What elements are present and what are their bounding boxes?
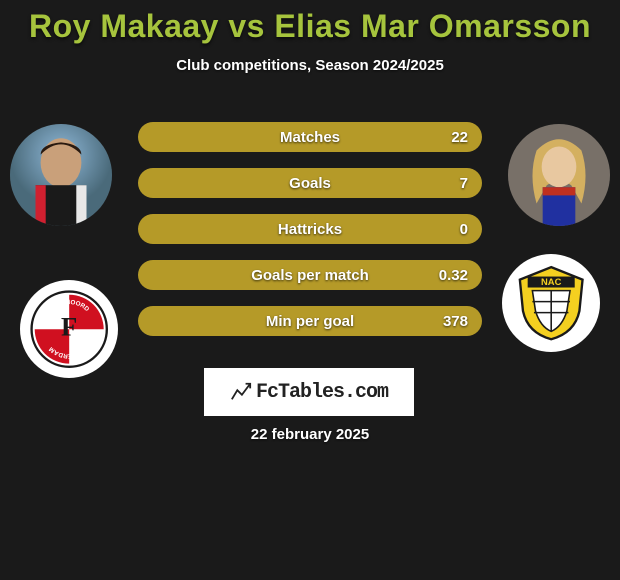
branding-box: FcTables.com (204, 368, 414, 416)
stats-list: Matches 22 Goals 7 Hattricks 0 Goals per… (138, 122, 482, 352)
date-text: 22 february 2025 (0, 426, 620, 443)
subtitle: Club competitions, Season 2024/2025 (0, 57, 620, 74)
stat-value-right: 0 (460, 221, 468, 238)
feyenoord-crest-icon: F FEYENOORD ROTTERDAM (30, 290, 108, 368)
stat-row: Goals per match 0.32 (138, 260, 482, 290)
svg-text:F: F (61, 311, 77, 341)
player-right-portrait-icon (508, 124, 610, 226)
stat-value-right: 7 (460, 175, 468, 192)
player-left-avatar (10, 124, 112, 226)
stat-value-right: 0.32 (439, 267, 468, 284)
stat-label: Min per goal (266, 313, 354, 330)
comparison-card: Roy Makaay vs Elias Mar Omarsson Club co… (0, 0, 620, 470)
club-left-crest: F FEYENOORD ROTTERDAM (20, 280, 118, 378)
branding-text: FcTables.com (256, 381, 388, 404)
stat-label: Goals per match (251, 267, 369, 284)
stat-row: Matches 22 (138, 122, 482, 152)
stat-label: Goals (289, 175, 331, 192)
stat-row: Min per goal 378 (138, 306, 482, 336)
stat-row: Hattricks 0 (138, 214, 482, 244)
chart-icon (230, 381, 252, 403)
svg-text:NAC: NAC (541, 276, 562, 287)
stat-label: Matches (280, 129, 340, 146)
stat-label: Hattricks (278, 221, 342, 238)
nac-crest-icon: NAC (512, 264, 590, 342)
player-left-portrait-icon (10, 124, 112, 226)
player-right-avatar (508, 124, 610, 226)
page-title: Roy Makaay vs Elias Mar Omarsson (0, 0, 620, 45)
stat-value-right: 378 (443, 313, 468, 330)
club-right-crest: NAC (502, 254, 600, 352)
stat-value-right: 22 (451, 129, 468, 146)
stat-row: Goals 7 (138, 168, 482, 198)
